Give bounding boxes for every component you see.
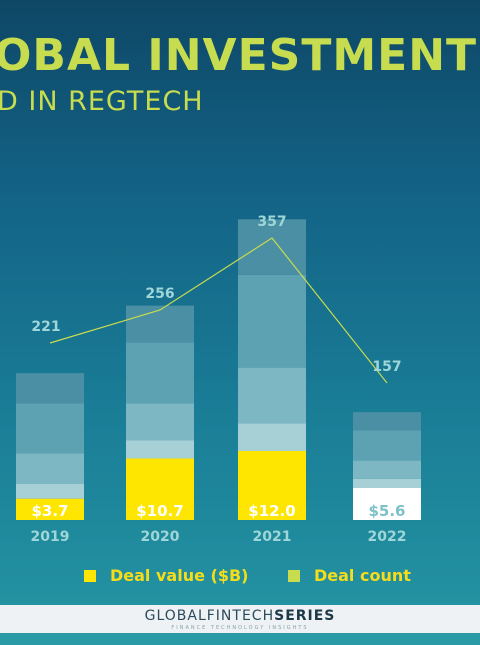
legend-label-deal-count: Deal count bbox=[314, 566, 411, 585]
count-stack-segment bbox=[353, 412, 421, 431]
count-stack-segment bbox=[126, 440, 194, 459]
count-stack-segment bbox=[353, 460, 421, 479]
deal-value-bar bbox=[126, 458, 194, 520]
legend-label-deal-value: Deal value ($B) bbox=[110, 566, 249, 585]
legend: Deal value ($B) Deal count bbox=[0, 566, 480, 588]
count-stack-segment bbox=[238, 274, 306, 368]
page-subtitle: D IN REGTECH bbox=[0, 86, 204, 117]
count-stack-segment bbox=[238, 367, 306, 424]
count-stack-segment bbox=[16, 453, 84, 484]
count-stack-segment bbox=[16, 483, 84, 499]
legend-item-deal-value: Deal value ($B) bbox=[84, 566, 248, 585]
brand-text-b: SERIES bbox=[274, 608, 336, 624]
count-stack-segment bbox=[16, 373, 84, 404]
count-stack-segment bbox=[353, 430, 421, 461]
bottom-band bbox=[0, 633, 480, 645]
deal-value-label: $10.7 bbox=[136, 502, 183, 520]
deal-count-label: 357 bbox=[257, 214, 286, 230]
deal-count-label: 256 bbox=[145, 286, 174, 302]
deal-value-bar bbox=[16, 498, 84, 520]
deal-value-label: $12.0 bbox=[248, 502, 295, 520]
x-tick-label: 2021 bbox=[253, 529, 292, 545]
brand-text-a: GLOBALFINTECH bbox=[144, 608, 275, 624]
footer: GLOBALFINTECHSERIES FINANCE TECHNOLOGY I… bbox=[0, 605, 480, 633]
legend-item-deal-count: Deal count bbox=[288, 566, 411, 585]
deal-value-swatch bbox=[84, 569, 96, 582]
deal-value-label: $5.6 bbox=[368, 502, 405, 520]
chart: $3.7 2019 $10.7 2020 $12.0 2021 $5.6 2022 221 256… bbox=[16, 214, 421, 545]
count-stack-segment bbox=[353, 478, 421, 488]
x-tick-label: 2022 bbox=[368, 529, 407, 545]
page-title: OBAL INVESTMENT AC bbox=[0, 30, 480, 81]
deal-count-label: 157 bbox=[372, 359, 401, 375]
brand-tagline: FINANCE TECHNOLOGY INSIGHTS bbox=[171, 625, 309, 631]
brand-logo: GLOBALFINTECHSERIES bbox=[0, 608, 480, 624]
count-stack-segment bbox=[16, 403, 84, 454]
deal-count-label: 221 bbox=[31, 319, 60, 335]
x-tick-label: 2019 bbox=[31, 529, 70, 545]
count-stack-segment bbox=[126, 305, 194, 343]
count-stack-segment bbox=[238, 423, 306, 451]
count-stack-segment bbox=[126, 342, 194, 404]
x-tick-label: 2020 bbox=[141, 529, 180, 545]
count-stack-segment bbox=[126, 403, 194, 441]
deal-value-bar bbox=[353, 487, 421, 520]
deal-value-label: $3.7 bbox=[31, 502, 68, 520]
deal-count-line bbox=[49, 237, 388, 384]
deal-count-swatch bbox=[288, 569, 300, 582]
deal-value-bar bbox=[238, 451, 306, 520]
